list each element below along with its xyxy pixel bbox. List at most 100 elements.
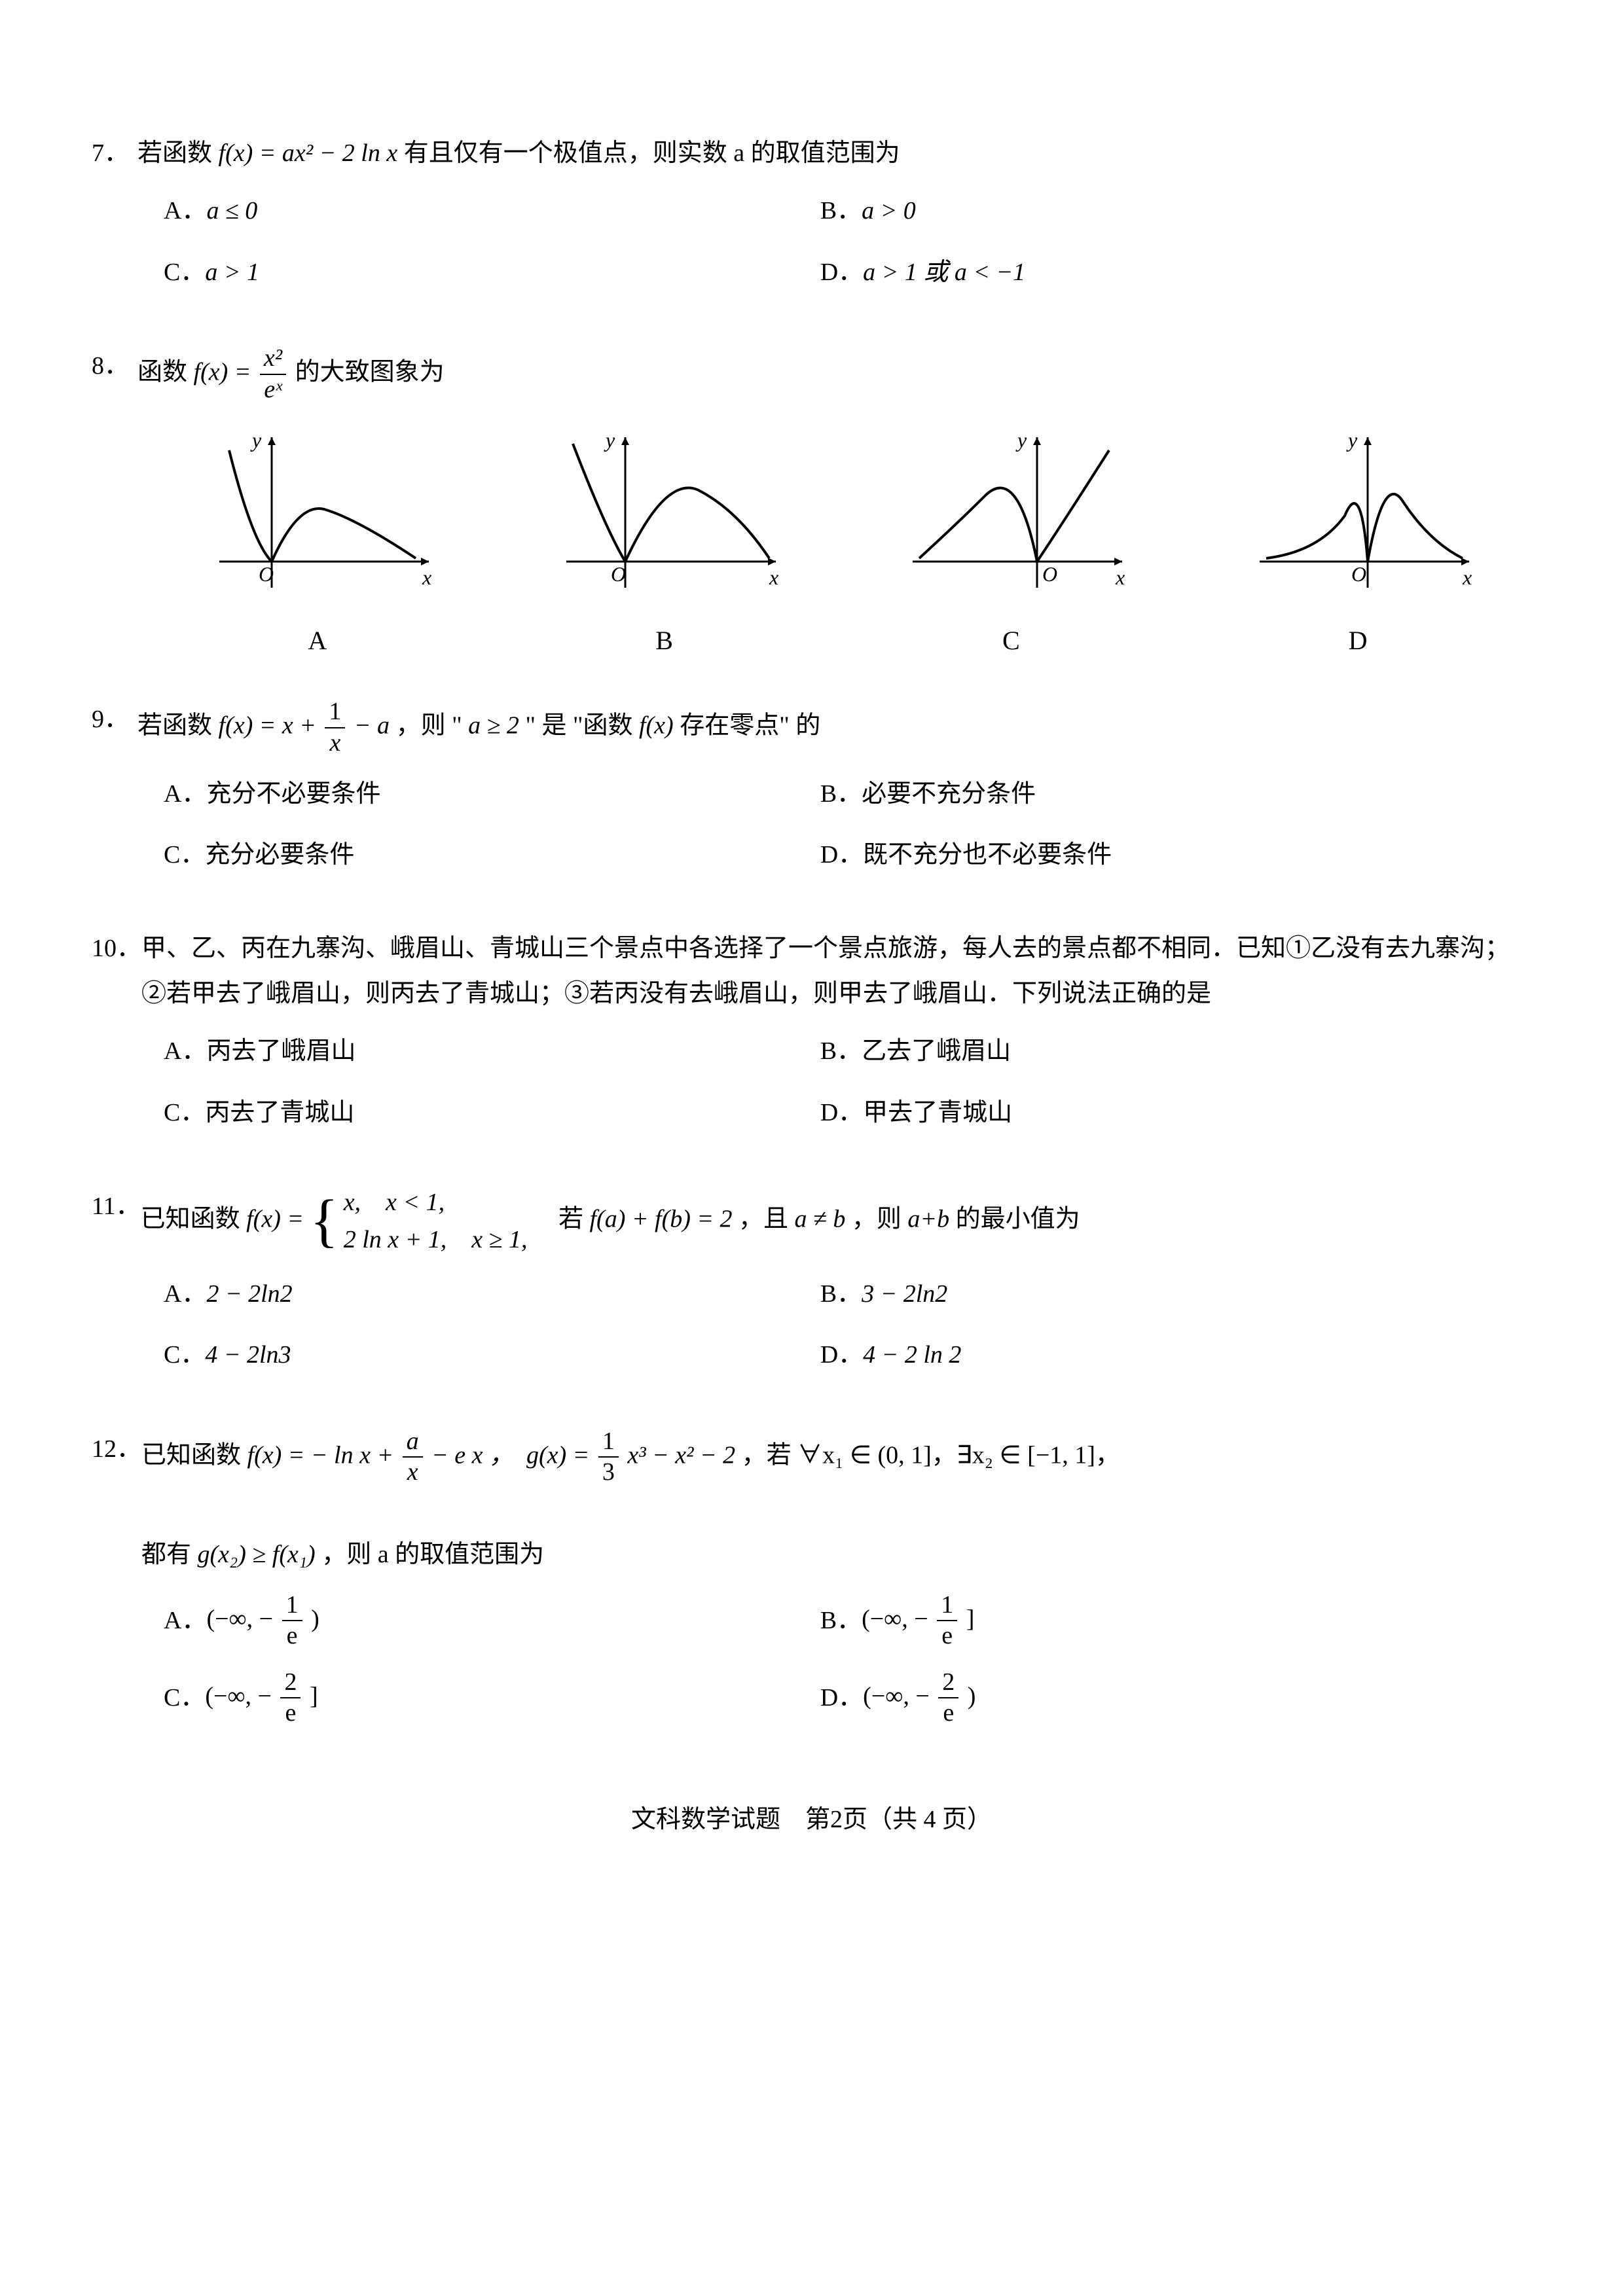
inequality: g(x₂) ≥ f(x₁) xyxy=(198,1541,316,1568)
quantifier: ，若 ∀x₁ ∈ (0, 1]，∃x₂ ∈ [−1, 1]， xyxy=(742,1441,1120,1469)
formula: f(x) = ax² − 2 ln x xyxy=(219,139,398,167)
graph-label: A xyxy=(193,617,442,664)
piecewise: { x, x < 1, 2 ln x + 1, x ≥ 1, xyxy=(310,1184,527,1259)
q12-stem: 12． 已知函数 f(x) = − ln x + a x − e x ， g(x… xyxy=(92,1427,1531,1577)
condition: a ≥ 2 xyxy=(468,712,519,740)
question-text: 函数 f(x) = x² eˣ 的大致图象为 xyxy=(137,344,1531,404)
option-text: a > 1 xyxy=(205,250,259,295)
f-pre: f(x) = − ln x + xyxy=(247,1441,400,1469)
q9-stem: 9． 若函数 f(x) = x + 1 x − a ，则 " a ≥ 2 " 是… xyxy=(92,697,1531,758)
option-D: D．4 − 2 ln 2 xyxy=(820,1333,1477,1377)
numerator: a xyxy=(403,1427,423,1458)
option-label: C． xyxy=(164,1676,205,1720)
q11-options: A．2 − 2ln2 B．3 − 2ln2 C．4 − 2ln3 D．4 − 2… xyxy=(92,1272,1531,1394)
stem-pre: 若函数 xyxy=(137,712,219,740)
q10-options: A．丙去了峨眉山 B．乙去了峨眉山 C．丙去了青城山 D．甲去了青城山 xyxy=(92,1029,1531,1151)
option-label: A． xyxy=(164,1029,206,1073)
post: ) xyxy=(311,1605,319,1632)
fraction-a-x: a x xyxy=(403,1427,423,1488)
equation: f(a) + f(b) = 2 xyxy=(590,1206,733,1233)
option-C: C．4 − 2ln3 xyxy=(164,1333,820,1377)
fraction: 2e xyxy=(938,1668,958,1729)
denominator: e xyxy=(937,1621,957,1651)
graph-svg-D: O x y xyxy=(1233,424,1482,607)
option-text: 甲去了青城山 xyxy=(863,1090,1012,1135)
stem-mid3: ，则 xyxy=(852,1206,908,1233)
option-A: A．2 − 2ln2 xyxy=(164,1272,820,1316)
denominator: e xyxy=(938,1698,958,1729)
pre: (−∞, − xyxy=(862,1605,928,1632)
option-label: D． xyxy=(820,1333,863,1377)
svg-text:y: y xyxy=(604,428,615,452)
question-10: 10． 甲、乙、丙在九寨沟、峨眉山、青城山三个景点中各选择了一个景点旅游，每人去… xyxy=(92,926,1531,1151)
q9-options: A．充分不必要条件 B．必要不充分条件 C．充分必要条件 D．既不充分也不必要条… xyxy=(92,772,1531,894)
numerator: 1 xyxy=(937,1590,957,1622)
neq: a ≠ b xyxy=(795,1206,846,1233)
option-text: (−∞, − 2e ) xyxy=(863,1668,976,1729)
stem-mid2: ，且 xyxy=(739,1206,795,1233)
question-12: 12． 已知函数 f(x) = − ln x + a x − e x ， g(x… xyxy=(92,1427,1531,1745)
option-B: B．a > 0 xyxy=(820,188,1477,233)
case-2: 2 ln x + 1, x ≥ 1, xyxy=(344,1221,528,1259)
question-11: 11． 已知函数 f(x) = { x, x < 1, 2 ln x + 1, … xyxy=(92,1184,1531,1394)
option-label: D． xyxy=(820,250,863,295)
option-text: 必要不充分条件 xyxy=(862,772,1036,816)
option-text: 充分不必要条件 xyxy=(206,772,380,816)
line2-post: ，则 a 的取值范围为 xyxy=(321,1541,544,1568)
question-number: 11． xyxy=(92,1184,141,1229)
fraction: 1e xyxy=(282,1590,302,1651)
option-text: 4 − 2 ln 2 xyxy=(863,1333,961,1377)
graph-label: C xyxy=(886,617,1135,664)
question-text: 已知函数 f(x) = − ln x + a x − e x ， g(x) = … xyxy=(141,1427,1531,1577)
option-label: B． xyxy=(820,772,862,816)
option-text: 2 − 2ln2 xyxy=(206,1272,292,1316)
option-label: B． xyxy=(820,1598,862,1643)
pre: (−∞, − xyxy=(206,1605,273,1632)
option-text: 3 − 2ln2 xyxy=(862,1272,947,1316)
option-label: A． xyxy=(164,1272,206,1316)
option-text: 4 − 2ln3 xyxy=(205,1333,291,1377)
option-D: D．既不充分也不必要条件 xyxy=(820,833,1477,877)
denominator: e xyxy=(280,1698,301,1729)
option-A: A． (−∞, − 1e ) xyxy=(164,1590,820,1651)
option-label: A． xyxy=(164,188,206,233)
question-8: 8． 函数 f(x) = x² eˣ 的大致图象为 O x y A xyxy=(92,344,1531,664)
denominator: x xyxy=(403,1458,423,1488)
numerator: x² xyxy=(260,344,286,375)
graph-svg-B: O x y xyxy=(540,424,789,607)
option-label: D． xyxy=(820,833,863,877)
stem-mid: 若 xyxy=(534,1206,590,1233)
question-text: 甲、乙、丙在九寨沟、峨眉山、青城山三个景点中各选择了一个景点旅游，每人去的景点都… xyxy=(141,926,1531,1016)
option-B: B． (−∞, − 1e ] xyxy=(820,1590,1477,1651)
q7-options: A．a ≤ 0 B．a > 0 C．a > 1 D．a > 1 或 a < −1 xyxy=(92,188,1531,311)
question-number: 8． xyxy=(92,344,137,388)
stem-pre: 若函数 xyxy=(137,139,219,167)
option-text: a > 0 xyxy=(862,188,916,233)
graph-D: O x y D xyxy=(1233,424,1482,664)
option-label: C． xyxy=(164,1090,205,1135)
q8-graphs: O x y A O x y B xyxy=(92,424,1531,664)
line2-pre: 都有 xyxy=(141,1541,198,1568)
svg-text:O: O xyxy=(611,562,626,586)
g-post: x³ − x² − 2 xyxy=(627,1441,735,1469)
svg-text:y: y xyxy=(1015,428,1027,452)
svg-text:x: x xyxy=(422,565,431,589)
svg-text:O: O xyxy=(259,562,274,586)
stem-post: 的大致图象为 xyxy=(295,358,445,386)
graph-label: D xyxy=(1233,617,1482,664)
stem-post: 有且仅有一个极值点，则实数 a 的取值范围为 xyxy=(404,139,900,167)
stem-mid: ，则 " xyxy=(396,712,462,740)
stem-pre: 函数 xyxy=(137,358,194,386)
option-D: D．甲去了青城山 xyxy=(820,1090,1477,1135)
stem-mid2: " 是 "函数 xyxy=(525,712,639,740)
option-B: B．3 − 2ln2 xyxy=(820,1272,1477,1316)
svg-text:O: O xyxy=(1042,562,1057,586)
stem-post: 的最小值为 xyxy=(956,1206,1080,1233)
question-text: 若函数 f(x) = x + 1 x − a ，则 " a ≥ 2 " 是 "函… xyxy=(137,697,1531,758)
question-9: 9． 若函数 f(x) = x + 1 x − a ，则 " a ≥ 2 " 是… xyxy=(92,697,1531,893)
option-D: D．a > 1 或 a < −1 xyxy=(820,250,1477,295)
question-text: 若函数 f(x) = ax² − 2 ln x 有且仅有一个极值点，则实数 a … xyxy=(137,131,1531,175)
option-label: C． xyxy=(164,250,205,295)
question-number: 7． xyxy=(92,131,137,175)
fx: f(x) xyxy=(639,712,674,740)
